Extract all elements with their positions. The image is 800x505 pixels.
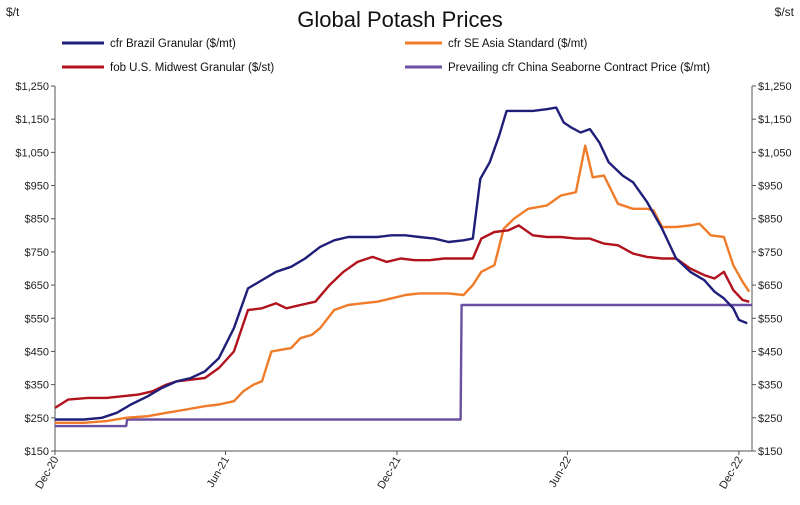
right-tick-label: $850 xyxy=(758,214,782,226)
right-tick-label: $1,050 xyxy=(758,147,792,159)
series-line-1 xyxy=(55,144,751,424)
right-tick-label: $650 xyxy=(758,280,782,292)
series-line-3 xyxy=(55,303,752,428)
right-tick-label: $550 xyxy=(758,313,782,325)
axes xyxy=(54,86,753,452)
series-line-0 xyxy=(55,106,748,421)
x-tick-label: Dec-21 xyxy=(375,455,403,492)
left-tick-label: $1,150 xyxy=(15,114,49,126)
legend: cfr Brazil Granular ($/mt) cfr SE Asia St… xyxy=(62,38,710,74)
x-tick-label: Dec-22 xyxy=(717,455,745,492)
left-y-ticks: $150 $250 $350 $450 $550 $650 $750 $850 $950 $1,0… xyxy=(15,81,55,458)
left-tick-label: $250 xyxy=(25,413,49,425)
left-tick-label: $650 xyxy=(25,280,49,292)
chart-title: Global Potash Prices xyxy=(297,7,502,32)
series-line-2 xyxy=(54,224,750,409)
left-tick-label: $950 xyxy=(25,181,49,193)
right-tick-label: $150 xyxy=(758,446,782,458)
right-tick-label: $1,150 xyxy=(758,114,792,126)
right-tick-label: $250 xyxy=(758,413,782,425)
legend-label-0: cfr Brazil Granular ($/mt) xyxy=(110,38,236,50)
left-tick-label: $1,050 xyxy=(15,147,49,159)
right-tick-label: $350 xyxy=(758,380,782,392)
right-tick-label: $750 xyxy=(758,247,782,259)
right-tick-label: $950 xyxy=(758,181,782,193)
right-axis-unit: $/st xyxy=(775,5,795,19)
left-tick-label: $150 xyxy=(25,446,49,458)
left-tick-label: $550 xyxy=(25,313,49,325)
left-axis-unit: $/t xyxy=(6,5,20,19)
x-tick-label: Jun-21 xyxy=(205,455,232,490)
left-tick-label: $350 xyxy=(25,380,49,392)
x-tick-label: Jun-22 xyxy=(547,455,574,490)
x-ticks: Dec-20 Jun-21 Dec-21 Jun-22 Dec-22 xyxy=(33,451,745,491)
left-tick-label: $850 xyxy=(25,214,49,226)
legend-label-3: Prevailing cfr China Seaborne Contract P… xyxy=(448,62,710,74)
right-tick-label: $450 xyxy=(758,346,782,358)
left-tick-label: $1,250 xyxy=(15,81,49,93)
x-tick-label: Dec-20 xyxy=(33,455,61,492)
legend-label-2: fob U.S. Midwest Granular ($/st) xyxy=(110,62,274,74)
series-layer xyxy=(54,106,752,428)
left-tick-label: $750 xyxy=(25,247,49,259)
left-tick-label: $450 xyxy=(25,346,49,358)
right-y-ticks: $150 $250 $350 $450 $550 $650 $750 $850 $950 $1,0… xyxy=(752,81,792,458)
right-tick-label: $1,250 xyxy=(758,81,792,93)
legend-label-1: cfr SE Asia Standard ($/mt) xyxy=(448,38,588,50)
